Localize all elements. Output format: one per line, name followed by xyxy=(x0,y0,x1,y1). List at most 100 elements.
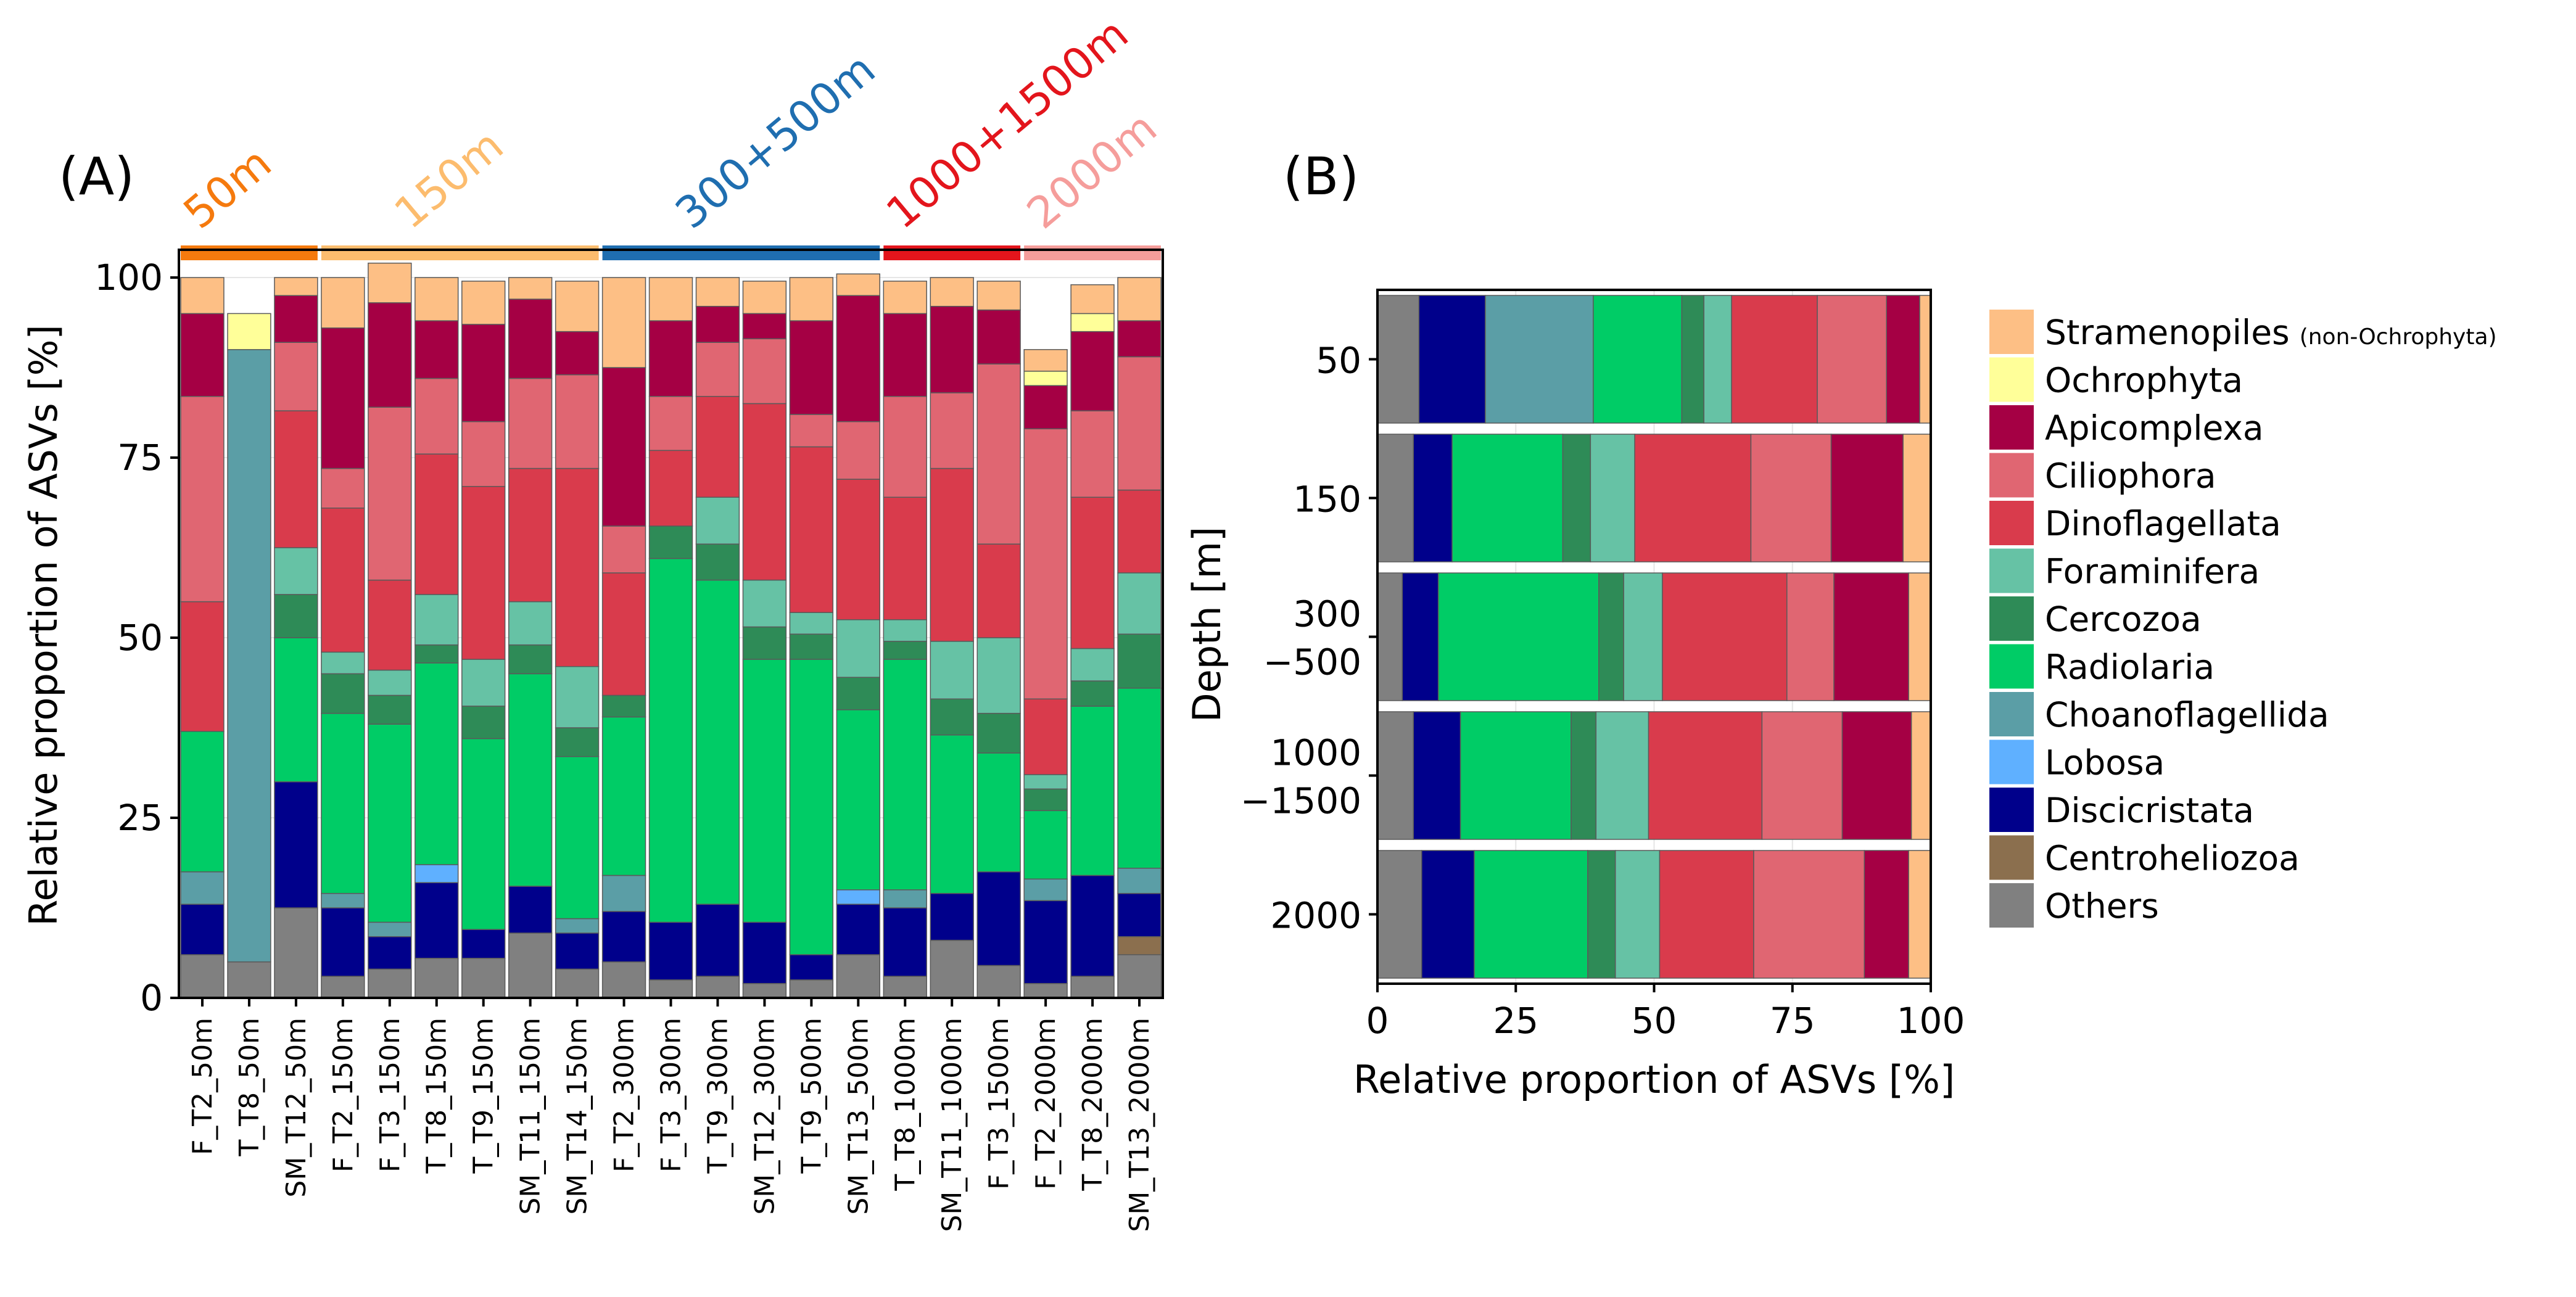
bar-segment-stramenopiles xyxy=(601,277,646,368)
bar-segment-cercozoa xyxy=(976,712,1021,754)
bar-segment-others xyxy=(180,954,225,998)
bar-segment-ciliophora xyxy=(1070,410,1115,498)
bar-segment-ciliophora xyxy=(415,377,459,455)
bar-segment-cercozoa xyxy=(555,727,600,757)
bar-segment-others xyxy=(1377,711,1414,840)
bar-segment-foraminifera xyxy=(1614,850,1661,979)
bar-segment-dinoflagellata xyxy=(742,403,787,581)
bar-segment-others xyxy=(274,907,318,998)
bar-segment-foraminifera xyxy=(1590,434,1635,562)
bar-segment-others xyxy=(368,968,412,998)
legend-label: Others xyxy=(2045,886,2159,926)
bar-segment-radiolaria xyxy=(368,723,412,923)
bar-segment-others xyxy=(1377,295,1420,424)
bar-segment-foraminifera xyxy=(461,659,506,707)
panel-b-y-axis: 50 150 300 −500 1000 −1500 2000 xyxy=(1241,340,1377,937)
bar-segment-stramenopiles xyxy=(1910,711,1931,840)
bar-segment-others xyxy=(1117,954,1162,998)
bar-segment-apicomplexa xyxy=(976,309,1021,364)
x-tick-label: F_T3_300m xyxy=(656,1018,687,1172)
x-tick-label: F_T3_150m xyxy=(374,1018,406,1172)
bar-segment-dinoflagellata xyxy=(180,601,225,732)
legend-label: Apicomplexa xyxy=(2045,408,2264,448)
bar-segment-radiolaria xyxy=(555,756,600,920)
y-tick-label: 100 xyxy=(94,257,163,299)
legend-swatch-others xyxy=(1989,883,2034,928)
bar-segment-ciliophora xyxy=(976,363,1021,545)
x-tick-label: T_T8_50m xyxy=(234,1018,265,1157)
legend-swatch-stramenopiles xyxy=(1989,310,2034,354)
bar-segment-apicomplexa xyxy=(930,305,974,393)
bar-segment-radiolaria xyxy=(883,659,927,891)
bar-segment-stramenopiles xyxy=(695,277,740,307)
bar-segment-stramenopiles xyxy=(742,281,787,315)
bar-segment-discicristata xyxy=(883,907,927,977)
bar-segment-foraminifera xyxy=(415,594,459,646)
bar-segment-dinoflagellata xyxy=(274,410,318,548)
bar-segment-cercozoa xyxy=(930,698,974,736)
bar-segment-radiolaria xyxy=(648,558,693,923)
bar-segment-stramenopiles xyxy=(648,277,693,321)
bar-segment-others xyxy=(601,961,646,998)
bar-segment-apicomplexa xyxy=(1070,331,1115,411)
bar-segment-apicomplexa xyxy=(601,367,646,527)
bar-segment-foraminifera xyxy=(836,619,880,678)
bar-segment-discicristata xyxy=(789,954,834,981)
x-tick-label: 75 xyxy=(1770,1000,1815,1042)
bar-segment-ciliophora xyxy=(555,374,600,469)
y-tick-label: 2000 xyxy=(1270,895,1361,937)
depth-group-bar xyxy=(602,245,880,260)
bar-segment-ciliophora xyxy=(836,421,880,480)
depth-group-label: 300+500m xyxy=(666,44,885,239)
bar-segment-stramenopiles xyxy=(1908,850,1931,979)
x-tick-label: SM_T11_1000m xyxy=(936,1018,968,1232)
bar-segment-foraminifera xyxy=(742,579,787,628)
depth-group-bar xyxy=(1024,245,1161,260)
bar-segment-radiolaria xyxy=(180,731,225,873)
bar-segment-radiolaria xyxy=(1451,434,1564,562)
bar-segment-discicristata xyxy=(1402,572,1439,701)
bar-segment-others xyxy=(227,961,271,998)
x-tick-label: T_T9_500m xyxy=(796,1018,827,1174)
panel-a-y-axis: 0 25 50 75 100 xyxy=(94,257,179,1019)
bar-segment-apicomplexa xyxy=(836,295,880,422)
bar-segment-dinoflagellata xyxy=(461,485,506,660)
y-tick-label: 150 xyxy=(1293,479,1361,521)
bar-segment-stramenopiles xyxy=(1919,295,1931,424)
bar-segment-foraminifera xyxy=(930,641,974,700)
bar-segment-radiolaria xyxy=(836,709,880,891)
x-tick-label: T_T8_150m xyxy=(421,1018,453,1174)
bar-segment-ciliophora xyxy=(1786,572,1835,701)
y-tick-label: 0 xyxy=(140,977,163,1019)
panel-b-x-axis-label: Relative proportion of ASVs [%] xyxy=(1353,1057,1955,1102)
bar-segment-choanoflagellida xyxy=(601,875,646,912)
bar-segment-discicristata xyxy=(1418,295,1486,424)
legend-label: Cercozoa xyxy=(2045,599,2202,639)
bar-segment-stramenopiles xyxy=(180,277,225,315)
legend-swatch-cercozoa xyxy=(1989,596,2034,641)
bar-segment-ciliophora xyxy=(883,395,927,498)
bar-segment-foraminifera xyxy=(1623,572,1663,701)
bar-segment-foraminifera xyxy=(321,651,365,675)
bar-segment-ciliophora xyxy=(1761,711,1843,840)
bar-segment-radiolaria xyxy=(695,579,740,905)
bar-segment-others xyxy=(415,958,459,998)
bar-segment-apicomplexa xyxy=(461,324,506,422)
bar-segment-radiolaria xyxy=(508,673,553,887)
bar-segment-cercozoa xyxy=(742,626,787,660)
bar-segment-cercozoa xyxy=(1681,295,1704,424)
bar-segment-ciliophora xyxy=(742,338,787,405)
depth-group-label: 150m xyxy=(385,120,513,239)
bar-segment-foraminifera xyxy=(883,619,927,642)
bar-segment-foraminifera xyxy=(976,637,1021,714)
bar-segment-stramenopiles xyxy=(508,277,553,300)
bar-segment-ochrophyta xyxy=(1023,371,1068,386)
bar-segment-apicomplexa xyxy=(1841,711,1912,840)
bar-segment-foraminifera xyxy=(508,601,553,646)
bar-segment-apicomplexa xyxy=(1023,385,1068,430)
legend-label: Ciliophora xyxy=(2045,456,2216,496)
bar-segment-discicristata xyxy=(508,886,553,934)
bar-segment-dinoflagellata xyxy=(1070,496,1115,649)
